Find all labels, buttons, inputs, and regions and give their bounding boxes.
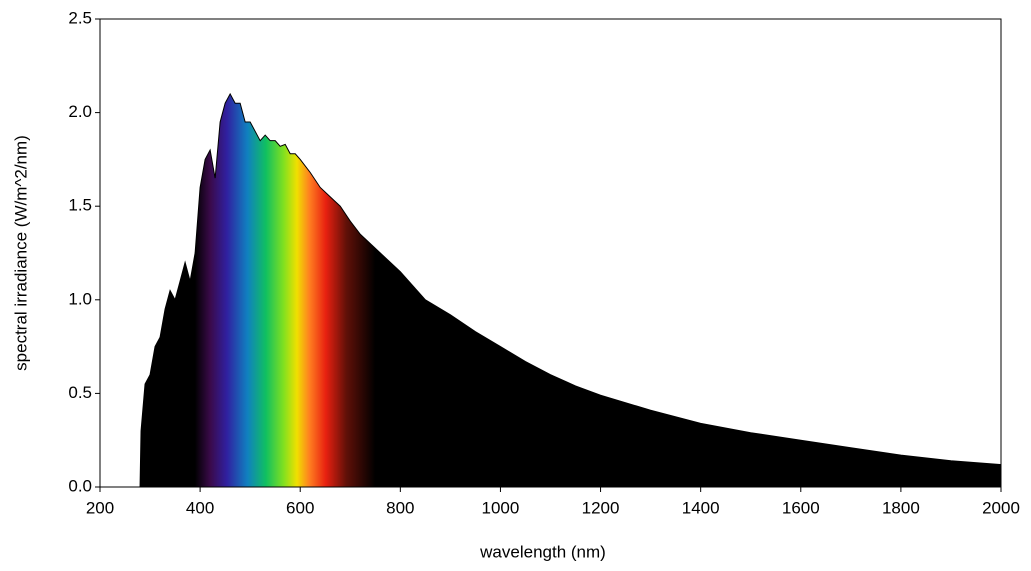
x-tick-label: 2000 [982,498,1020,517]
x-tick-label: 600 [286,498,314,517]
y-tick-label: 2.0 [68,102,92,121]
y-tick-label: 0.0 [68,476,92,495]
y-tick-label: 2.5 [68,8,92,27]
x-tick-label: 1000 [482,498,520,517]
spectrum-area [139,92,1002,488]
x-tick-label: 1200 [582,498,620,517]
x-tick-label: 400 [186,498,214,517]
x-tick-label: 800 [386,498,414,517]
y-axis-label: spectral irradiance (W/m^2/nm) [11,135,30,371]
plot-frame [99,18,1002,488]
x-axis-label: wavelength (nm) [479,542,606,561]
x-tick-label: 1600 [782,498,820,517]
y-tick-label: 0.5 [68,383,92,402]
y-tick-label: 1.0 [68,289,92,308]
x-tick-label: 200 [86,498,114,517]
x-tick-label: 1800 [882,498,920,517]
x-tick-label: 1400 [682,498,720,517]
y-tick-label: 1.5 [68,196,92,215]
